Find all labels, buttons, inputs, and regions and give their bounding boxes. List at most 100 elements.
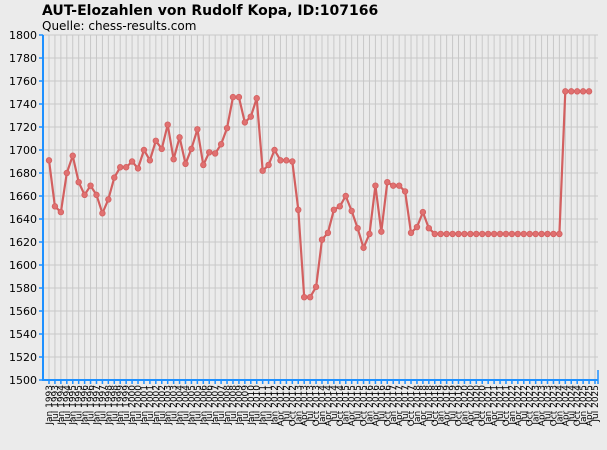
data-point (312, 283, 320, 291)
data-point (164, 121, 171, 128)
x-tick-label: Jul 2025 (591, 385, 601, 423)
x-tick-label: Oct 2023 (549, 385, 559, 426)
data-point (538, 230, 545, 238)
x-tick-label: Jul 2021 (496, 385, 506, 423)
x-tick-label: Jan 2011 (259, 385, 269, 426)
x-tick-label: Jan 2025 (579, 385, 589, 426)
data-point (134, 165, 142, 172)
x-tick-label: Jul 2015 (354, 385, 364, 423)
x-tick-label: Jan 1993 (45, 385, 55, 426)
x-tick-label: Jul 1996 (87, 385, 97, 423)
data-point (390, 182, 397, 189)
data-point (324, 229, 332, 236)
data-point (206, 149, 213, 156)
x-tick-label: Jul 1993 (51, 385, 61, 423)
data-point (401, 188, 409, 195)
x-tick-label: Jul 1995 (75, 385, 85, 423)
data-point (122, 164, 130, 171)
data-point (63, 169, 71, 177)
x-tick-label: Jan 2023 (532, 385, 542, 426)
x-tick-label: Jan 2019 (437, 385, 447, 426)
y-tick-label: 1640 (9, 213, 37, 226)
x-tick-label: Jul 1997 (98, 385, 108, 423)
y-tick-label: 1620 (9, 236, 37, 249)
x-tick-label: Apr 2019 (443, 385, 453, 427)
data-point (170, 155, 177, 163)
x-tick-label: Jul 1994 (63, 385, 73, 423)
x-tick-label: Jan 2006 (199, 385, 209, 426)
x-tick-label: Jan 2008 (223, 385, 233, 426)
data-point (413, 223, 421, 231)
data-point (200, 161, 207, 169)
x-tick-label: Jan 2014 (318, 385, 328, 426)
data-point (579, 88, 587, 95)
x-tick-label: Oct 2018 (431, 385, 441, 427)
data-point (182, 160, 189, 167)
y-tick-label: 1540 (9, 328, 37, 341)
data-point (81, 191, 88, 199)
x-tick-label: Jan 1998 (104, 385, 114, 426)
x-tick-label: Apr 2020 (466, 385, 476, 427)
data-point (57, 208, 65, 216)
x-tick-label: Jan 2020 (460, 385, 470, 426)
chart-source: Quelle: chess-results.com (42, 19, 197, 33)
y-tick-labels: 1500 1520 1540 1560 1580 1600 1620 1640 1660 1680… (9, 29, 37, 387)
x-tick-label: Oct 2015 (360, 385, 370, 426)
data-point (532, 230, 539, 238)
x-tick-label: Jan 2024 (555, 385, 565, 426)
x-tick-label: Apr 2016 (371, 385, 381, 427)
y-tick-label: 1800 (9, 29, 37, 42)
y-tick-label: 1500 (9, 374, 37, 387)
x-tick-label: Jan 2018 (413, 385, 423, 426)
x-tick-label: Apr 2023 (538, 385, 548, 426)
series-points (45, 88, 593, 301)
data-point (99, 210, 106, 217)
x-tick-label: Jan 2001 (140, 385, 150, 426)
data-point (45, 157, 53, 164)
y-tick-label: 1560 (9, 305, 37, 318)
data-point (461, 230, 468, 238)
data-point (87, 182, 94, 189)
x-tick-label: Jan 2021 (484, 385, 494, 426)
data-point (502, 230, 510, 238)
data-point (241, 119, 249, 126)
data-point (235, 93, 243, 101)
data-point (69, 152, 76, 159)
data-point (146, 157, 154, 164)
y-tick-label: 1600 (9, 259, 37, 272)
x-tick-label: Jan 1999 (116, 385, 126, 426)
data-point (223, 124, 231, 132)
x-tick-label: Jan 2015 (342, 385, 352, 426)
y-tick-label: 1660 (9, 190, 37, 203)
data-point (425, 224, 433, 232)
x-tick-label: Apr 2024 (561, 385, 571, 427)
data-point (283, 157, 290, 164)
data-point (229, 93, 237, 101)
data-point (158, 145, 165, 153)
x-tick-label: Jul 2014 (330, 385, 340, 423)
x-tick-label: Jan 2016 (365, 385, 375, 426)
data-point (378, 228, 385, 235)
data-point (188, 145, 195, 153)
grid-lines (43, 34, 598, 381)
x-tick-label: Jan 2009 (235, 385, 245, 426)
x-tick-label: Apr 2013 (300, 385, 310, 426)
x-tick-label: Jan 2004 (176, 385, 186, 426)
data-point (247, 113, 254, 120)
data-point (556, 230, 563, 238)
data-point (194, 126, 201, 133)
data-point (520, 230, 527, 238)
data-point (93, 191, 100, 199)
x-tick-label: Jul 2006 (205, 385, 215, 423)
x-tick-label: Jul 2008 (229, 385, 239, 423)
x-tick-label: Jul 2004 (182, 385, 192, 423)
x-tick-label: Oct 2014 (336, 385, 346, 427)
x-tick-label: Oct 2019 (455, 385, 465, 427)
x-tick-label: Jul 2020 (472, 385, 482, 423)
data-point (568, 88, 575, 95)
data-point (395, 182, 403, 189)
x-tick-label: Jul 2017 (401, 385, 411, 423)
x-tick-label: Jul 2009 (241, 385, 251, 423)
